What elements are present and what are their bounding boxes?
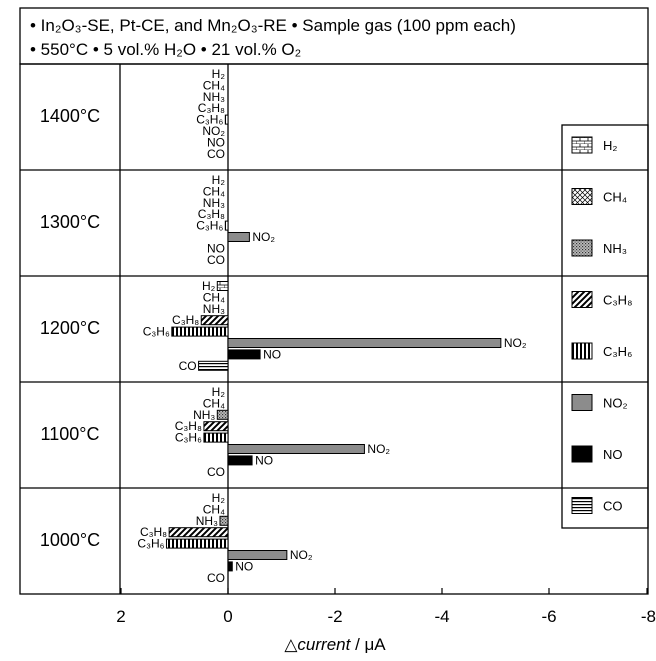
bar-1300c-4 [224, 220, 229, 231]
gas-label: C₃H₆ [143, 325, 170, 339]
bar-1100c-5 [227, 444, 365, 454]
legend-swatch [571, 291, 593, 308]
gas-label: NO₂ [504, 336, 527, 350]
legend-label: NO₂ [603, 396, 628, 411]
gas-label: H₂ [212, 385, 226, 399]
gas-label: CH₄ [203, 290, 225, 304]
legend-swatch [571, 394, 593, 411]
gas-label: CO [207, 465, 225, 479]
gas-label: NO [263, 347, 281, 361]
gas-label: CH₄ [203, 396, 225, 410]
gas-label: CO [207, 253, 225, 267]
legend-label: C₃H₆ [603, 344, 632, 359]
gas-label: NH₃ [203, 90, 225, 104]
plot-frame [19, 63, 649, 595]
gas-label: NO [207, 241, 225, 255]
legend-box [561, 124, 649, 529]
gas-label: NO₂ [367, 442, 390, 456]
x-tick-label: 0 [223, 607, 232, 626]
gas-label: CO [207, 147, 225, 161]
legend-swatch [571, 136, 593, 154]
bar-1000c-2 [219, 515, 229, 526]
panel-label: 1000°C [40, 530, 100, 550]
x-axis-label-delta: △ [284, 635, 298, 654]
header-line-1: • In₂O₃-SE, Pt-CE, and Mn₂O₃-RE • Sample… [30, 16, 516, 35]
gas-label: NH₃ [203, 196, 225, 210]
gas-label: NO₂ [290, 548, 313, 562]
gas-label: CO [207, 571, 225, 585]
bar-1200c-3 [200, 315, 229, 326]
bar-1200c-5 [227, 338, 502, 348]
gas-label: C₃H₈ [175, 419, 202, 433]
legend-label: NH₃ [603, 241, 627, 256]
bar-1400c-4 [224, 114, 229, 125]
gas-label: C₃H₈ [172, 313, 199, 327]
legend-swatch [571, 239, 593, 257]
legend-swatch [571, 188, 593, 205]
bar-1000c-3 [168, 527, 229, 538]
legend-swatch [571, 445, 593, 463]
legend-label: NO [603, 447, 623, 462]
bar-1200c-0 [216, 281, 229, 291]
bar-1100c-6 [227, 455, 253, 466]
gas-label: NH₃ [193, 408, 215, 422]
legend: H₂ CH₄ NH₃ C₃H₈ C₃H₆ NO₂ NO CO [571, 136, 632, 514]
gas-label: CO [179, 359, 197, 373]
gas-label: NO₂ [252, 230, 275, 244]
bar-1200c-6 [227, 349, 261, 360]
gas-label: C₃H₈ [140, 525, 167, 539]
x-tick-label: -2 [327, 607, 342, 626]
x-axis-label-italic: current [297, 635, 351, 654]
panel-label: 1300°C [40, 212, 100, 232]
gas-label: H₂ [212, 173, 226, 187]
gas-label: NO [207, 135, 225, 149]
gas-label: CH₄ [203, 184, 225, 198]
gas-label: C₃H₆ [196, 219, 223, 233]
legend-label: CO [603, 499, 623, 514]
gas-label: NH₃ [203, 302, 225, 316]
bar-1200c-7 [198, 360, 229, 371]
bar-1100c-2 [216, 409, 229, 420]
x-tick-label: -6 [541, 607, 556, 626]
legend-label: CH₄ [603, 190, 627, 205]
header-line-2: • 550°C • 5 vol.% H₂O • 21 vol.% O₂ [30, 40, 301, 59]
legend-label: H₂ [603, 138, 617, 153]
gas-label: H₂ [212, 67, 226, 81]
panel-label: 1100°C [41, 424, 100, 444]
bar-1000c-5 [227, 550, 288, 560]
x-axis-label: △current / μA [284, 635, 386, 654]
x-tick-label: 2 [116, 607, 125, 626]
legend-swatch [571, 497, 593, 514]
gas-label: NH₃ [196, 514, 218, 528]
gas-label: H₂ [202, 279, 216, 293]
x-axis-label-unit: / μA [350, 635, 386, 654]
gas-label: C₃H₈ [198, 101, 225, 115]
legend-swatch [571, 342, 593, 360]
gas-label: C₃H₈ [198, 207, 225, 221]
legend-label: C₃H₈ [603, 293, 632, 308]
bar-1200c-4 [171, 326, 229, 337]
x-axis-ticks: 2 0 -2 -4 -6 -8 [116, 588, 656, 626]
gas-label: H₂ [212, 491, 226, 505]
gas-label: C₃H₆ [196, 113, 223, 127]
panels: 1400°CH₂CH₄NH₃C₃H₈C₃H₆NO₂NOCO1300°CH₂CH₄… [40, 67, 527, 585]
gas-label: NO [235, 559, 253, 573]
gas-label: C₃H₆ [137, 537, 164, 551]
x-tick-label: -8 [641, 607, 656, 626]
gas-label: NO₂ [202, 124, 225, 138]
bar-1100c-3 [203, 421, 229, 432]
gas-label: CH₄ [203, 78, 225, 92]
bar-1300c-5 [227, 232, 250, 242]
x-tick-label: -4 [434, 607, 449, 626]
gas-label: NO [255, 453, 273, 467]
gas-label: C₃H₆ [175, 431, 202, 445]
bar-1000c-6 [227, 561, 233, 572]
panel-label: 1400°C [40, 106, 100, 126]
gas-label: CH₄ [203, 502, 225, 516]
bar-1000c-4 [165, 538, 229, 549]
panel-label: 1200°C [40, 318, 100, 338]
bar-1100c-4 [203, 432, 229, 443]
